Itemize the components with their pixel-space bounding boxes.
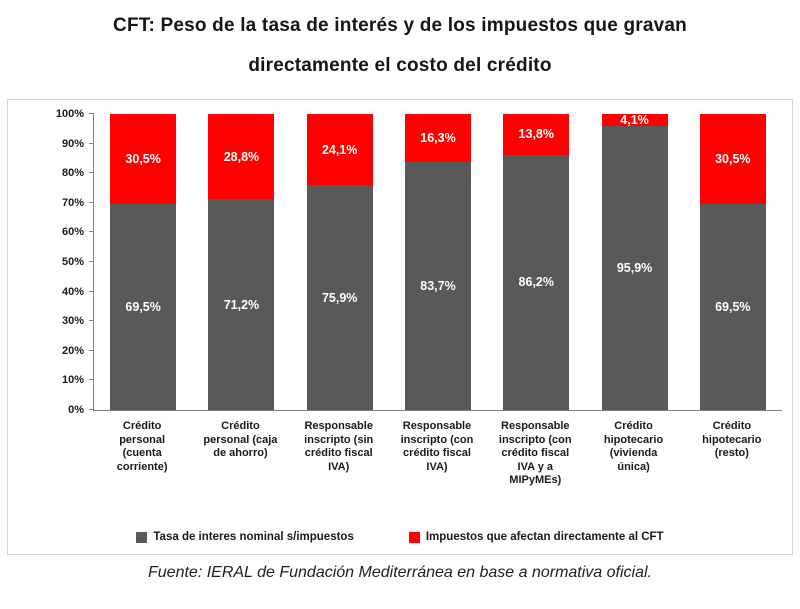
stacked-bar: 30,5% 69,5% — [699, 114, 766, 410]
y-axis-tick-label: 70% — [61, 196, 84, 209]
y-axis-tick-mark — [89, 172, 94, 174]
bar-value-label: 95,9% — [616, 261, 653, 276]
y-axis-tick-mark — [89, 379, 94, 381]
chart-title-line1: CFT: Peso de la tasa de interés y de los… — [113, 15, 687, 36]
y-axis-tick-mark — [89, 290, 94, 292]
bar-column-5: 13,8% 86,2% — [487, 114, 585, 410]
x-axis-category-label: Responsable inscripto (con crédito fiscal I… — [400, 420, 474, 473]
bar-value-label: 83,7% — [420, 279, 456, 294]
y-axis-tick-mark — [89, 113, 94, 114]
chart-frame: 0% 10% 20% 30% 40% 50% 60% 70% 80% 90% 100% 30,5% 6… — [7, 99, 793, 555]
bar-segment-tasa: 95,9% — [601, 126, 668, 410]
bar-segment-tasa: 75,9% — [306, 185, 373, 410]
legend-swatch-icon — [136, 531, 148, 543]
y-axis-tick-mark — [89, 320, 94, 322]
bar-segment-tasa: 83,7% — [404, 162, 471, 410]
bar-segment-impuestos: 28,8% — [208, 114, 275, 200]
source-text: Fuente: IERAL de Fundación Mediterránea … — [148, 564, 652, 581]
y-axis: 0% 10% 20% 30% 40% 50% 60% 70% 80% 90% 100% — [32, 108, 92, 416]
bar-segment-impuestos: 30,5% — [110, 114, 177, 205]
legend: Tasa de interes nominal s/impuestos Impue… — [8, 531, 792, 543]
bar-value-label: 30,5% — [715, 152, 751, 167]
x-axis-category-label: Crédito hipotecario (resto) — [702, 420, 762, 459]
bar-column-1: 30,5% 69,5% — [94, 114, 192, 410]
y-axis-tick-mark — [89, 349, 94, 351]
bar-segment-impuestos: 24,1% — [306, 114, 373, 186]
stacked-bar: 30,5% 69,5% — [110, 114, 177, 410]
y-axis-tick-label: 100% — [55, 108, 84, 120]
x-axis-labels: Crédito personal (cuenta corriente) Crédito p… — [93, 420, 781, 488]
bars-container: 30,5% 69,5% 28,8% 71,2% 24,1% 75,9% 16,3% 83,7%… — [94, 113, 782, 410]
bar-segment-tasa: 69,5% — [110, 204, 177, 410]
chart-title-line2: directamente el costo del crédito — [248, 55, 552, 76]
y-axis-tick-label: 20% — [61, 344, 84, 357]
bar-segment-impuestos: 16,3% — [404, 114, 471, 163]
bar-segment-impuestos: 13,8% — [503, 114, 570, 155]
bar-value-label: 71,2% — [223, 297, 260, 312]
bar-value-label: 86,2% — [518, 275, 554, 290]
legend-label: Tasa de interes nominal s/impuestos — [153, 531, 354, 543]
legend-label: Impuestos que afectan directamente al CF… — [425, 531, 664, 543]
y-axis-tick-label: 50% — [61, 256, 84, 268]
bar-value-label: 75,9% — [321, 290, 358, 305]
bar-value-label: 13,8% — [518, 127, 554, 142]
y-axis-tick-label: 80% — [61, 167, 84, 180]
bar-column-4: 16,3% 83,7% — [389, 114, 487, 410]
y-axis-tick-label: 90% — [61, 137, 84, 150]
bar-column-2: 28,8% 71,2% — [192, 114, 290, 410]
y-axis-tick-label: 60% — [61, 226, 84, 239]
x-axis-category-label: Responsable inscripto (con crédito fiscal I… — [498, 420, 572, 486]
stacked-bar: 4,1% 95,9% — [601, 113, 668, 410]
bar-column-7: 30,5% 69,5% — [684, 114, 782, 410]
y-axis-tick-label: 0% — [68, 404, 84, 416]
chart-title: CFT: Peso de la tasa de interés y de los… — [0, 6, 800, 86]
x-axis-category-label: Crédito hipotecario (vivienda única) — [603, 420, 664, 473]
x-axis-category-label: Crédito personal (cuenta corriente) — [116, 420, 168, 473]
bar-value-label: 28,8% — [223, 149, 260, 164]
y-axis-tick-mark — [89, 261, 94, 262]
stacked-bar: 24,1% 75,9% — [306, 114, 373, 410]
y-axis-tick-label: 40% — [61, 285, 84, 298]
bar-value-label: 69,5% — [715, 300, 751, 315]
stacked-bar: 13,8% 86,2% — [503, 114, 570, 410]
bar-segment-impuestos: 30,5% — [699, 114, 766, 205]
stacked-bar: 28,8% 71,2% — [208, 114, 275, 410]
bar-segment-tasa: 86,2% — [503, 154, 570, 410]
bar-value-label: 24,1% — [321, 142, 358, 157]
legend-item: Tasa de interes nominal s/impuestos — [136, 531, 354, 543]
legend-item: Impuestos que afectan directamente al CF… — [408, 531, 664, 543]
bar-value-label: 30,5% — [125, 152, 161, 167]
legend-swatch-icon — [408, 531, 420, 543]
bar-column-6: 4,1% 95,9% — [585, 113, 683, 410]
x-axis-category-label: Responsable inscripto (sin crédito fiscal I… — [304, 420, 374, 473]
bar-segment-tasa: 69,5% — [699, 204, 766, 410]
y-axis-tick-mark — [89, 409, 94, 410]
y-axis-tick-mark — [89, 201, 94, 203]
bar-value-label: 4,1% — [620, 113, 649, 128]
bar-segment-tasa: 71,2% — [208, 199, 275, 410]
x-axis-category-label: Crédito personal (caja de ahorro) — [203, 420, 278, 459]
y-axis-tick-label: 30% — [61, 315, 84, 328]
bar-segment-impuestos: 4,1% — [601, 113, 668, 128]
bar-column-3: 24,1% 75,9% — [291, 114, 389, 410]
bar-value-label: 16,3% — [420, 131, 456, 146]
y-axis-tick-label: 10% — [61, 374, 84, 387]
y-axis-tick-mark — [89, 142, 94, 144]
y-axis-tick-mark — [89, 231, 94, 233]
bar-value-label: 69,5% — [125, 300, 161, 315]
stacked-bar: 16,3% 83,7% — [404, 114, 471, 410]
plot-area: 0% 10% 20% 30% 40% 50% 60% 70% 80% 90% 100% 30,5% 6… — [56, 108, 782, 416]
